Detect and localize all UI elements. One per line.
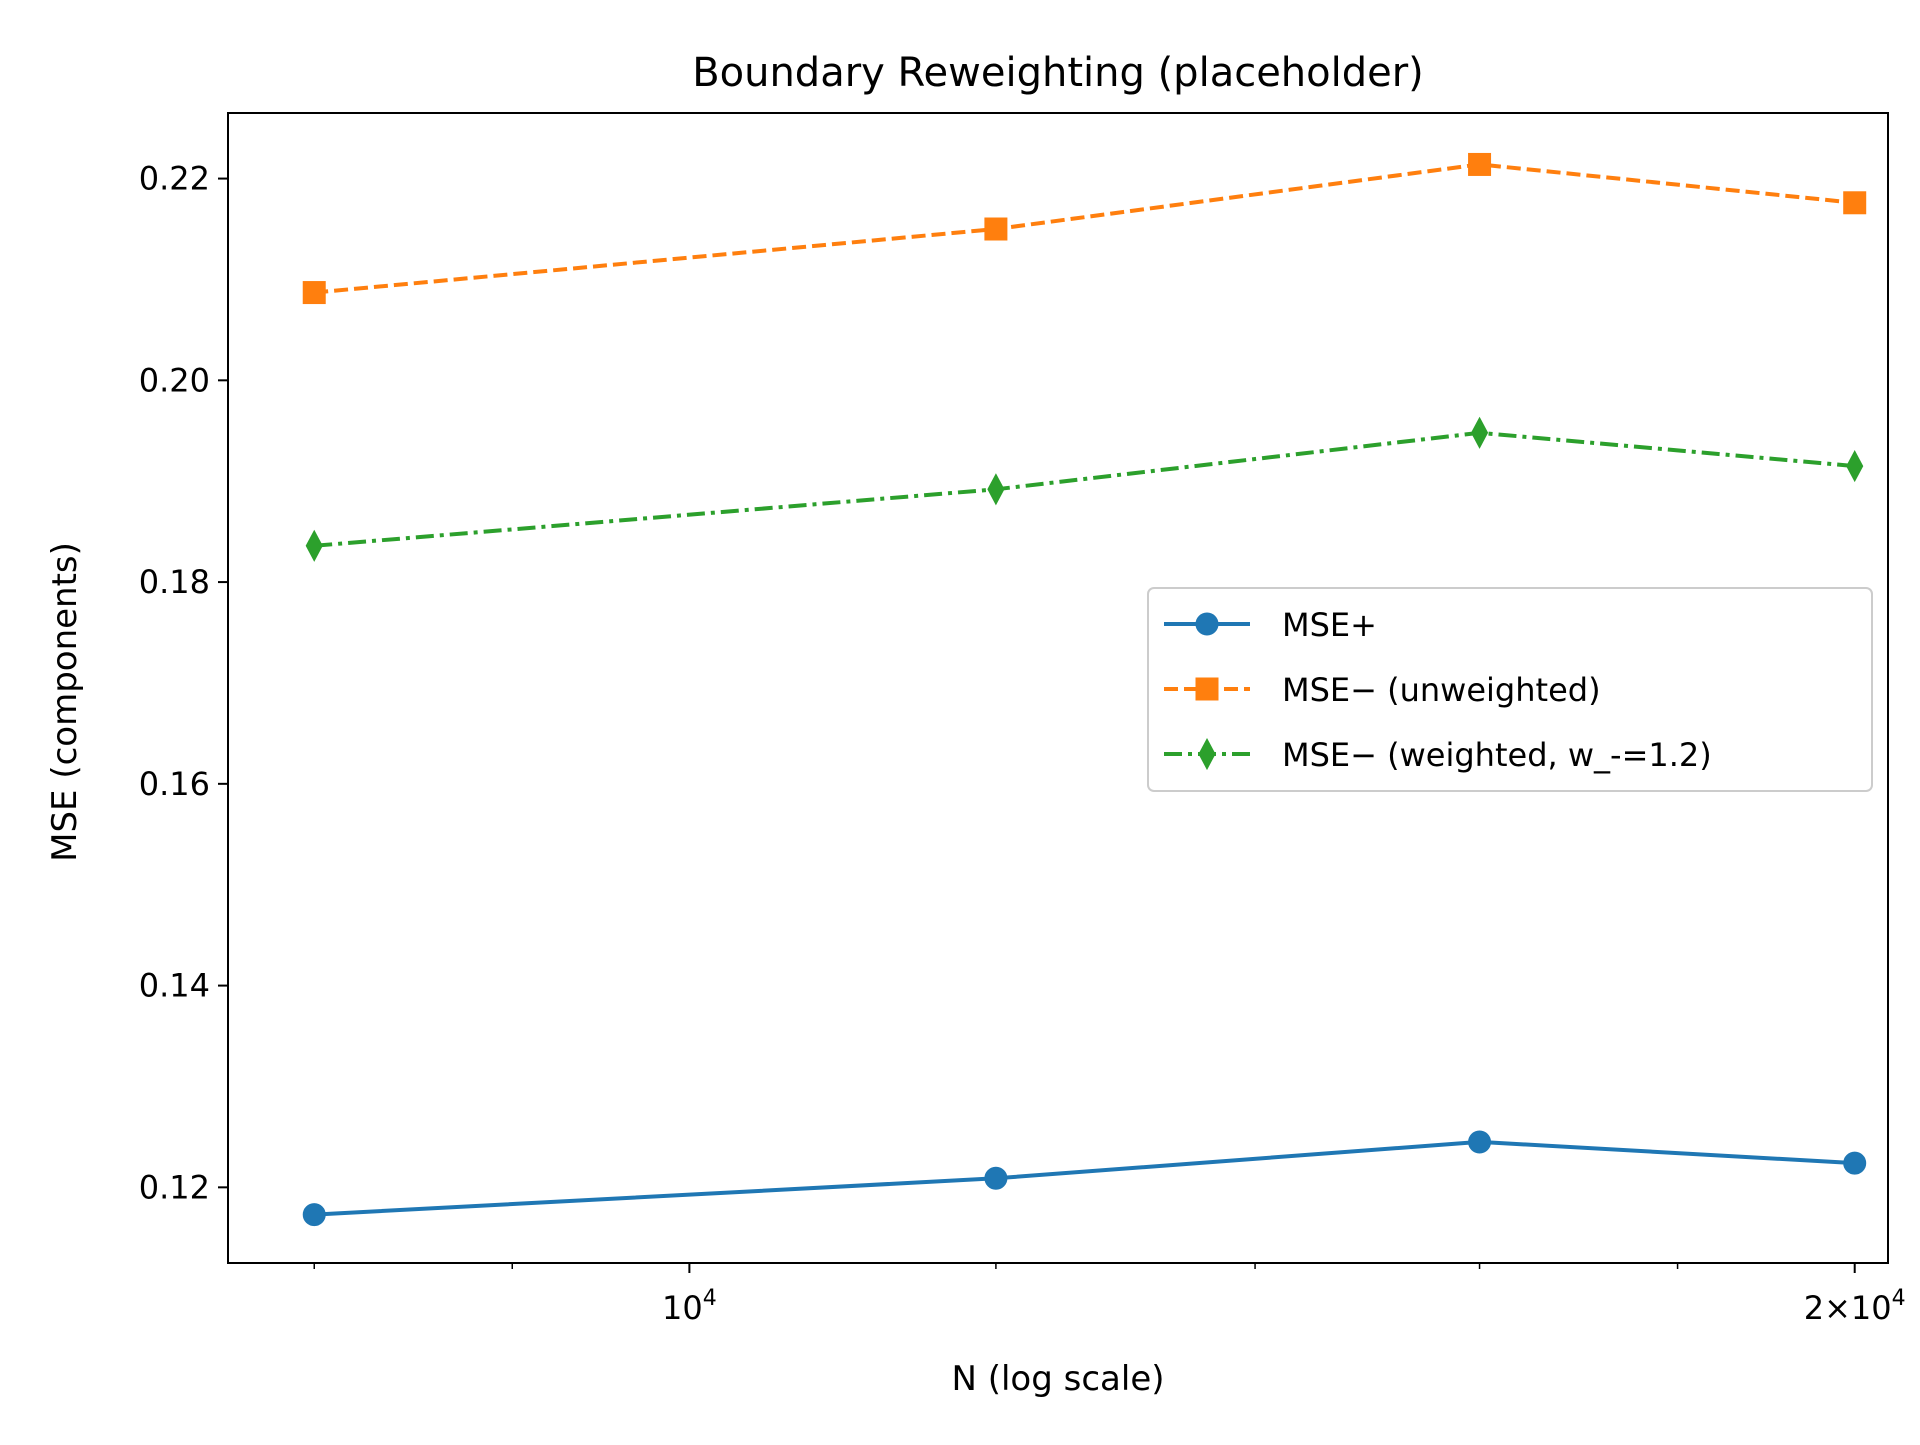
data-point (1846, 450, 1864, 483)
data-point (984, 217, 1008, 241)
axes: 0.12 0.14 0.16 0.18 0.20 0.22 104 2×104 (139, 112, 1906, 1327)
series-line-0 (314, 1139, 1855, 1217)
legend-marker (1195, 677, 1219, 701)
series-line-2 (314, 430, 1855, 548)
data-point (987, 473, 1005, 506)
y-tick-label: 0.20 (139, 361, 210, 399)
data-point (302, 1203, 326, 1227)
x-axis-label: N (log scale) (951, 1359, 1164, 1399)
data-point (305, 529, 323, 562)
data-point (1843, 1151, 1867, 1175)
y-tick-label: 0.18 (139, 563, 210, 601)
chart-title: Boundary Reweighting (placeholder) (692, 50, 1424, 96)
legend-box (1147, 587, 1873, 792)
legend-label: MSE− (unweighted) (1282, 671, 1601, 709)
series-1 (302, 152, 1867, 305)
axes-frame (227, 112, 1889, 1264)
y-tick-label: 0.12 (139, 1168, 210, 1206)
data-point (1468, 1130, 1492, 1154)
legend-marker (1195, 612, 1219, 636)
legend-label: MSE− (weighted, w_-=1.2) (1282, 736, 1712, 774)
series-2 (305, 416, 1864, 562)
legend-marker (1198, 737, 1216, 771)
series-0 (302, 1130, 1867, 1227)
legend: MSE+ MSE− (unweighted) MSE− (weighted, w_-… (1147, 587, 1873, 792)
x-tick-label: 104 (662, 1286, 717, 1327)
plot-area (302, 152, 1867, 1227)
data-point (302, 281, 326, 305)
y-tick-label: 0.14 (139, 967, 210, 1005)
data-point (1843, 191, 1867, 215)
y-tick-label: 0.22 (139, 160, 210, 198)
data-point (984, 1166, 1008, 1190)
x-tick-label: 2×104 (1804, 1286, 1906, 1327)
series-line-1 (314, 162, 1855, 295)
data-point (1468, 152, 1492, 176)
data-point (1470, 416, 1489, 449)
y-axis-label: MSE (components) (45, 542, 85, 862)
legend-label: MSE+ (1282, 606, 1377, 644)
y-tick-label: 0.16 (139, 765, 210, 803)
